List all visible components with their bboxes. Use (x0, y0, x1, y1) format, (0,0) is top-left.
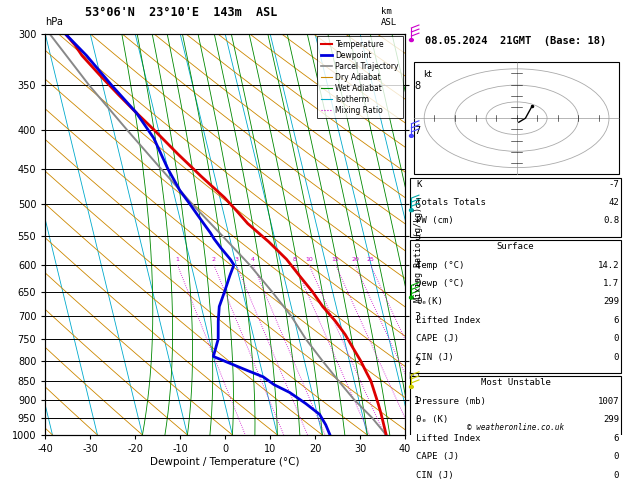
Text: θₑ(K): θₑ(K) (416, 297, 443, 307)
Text: 299: 299 (603, 297, 619, 307)
Bar (409, 377, 621, 486)
Text: 1: 1 (175, 258, 179, 262)
Text: kt: kt (423, 70, 431, 79)
Bar (409, 177, 621, 237)
Text: Temp (°C): Temp (°C) (416, 260, 465, 270)
Text: Totals Totals: Totals Totals (416, 198, 486, 207)
Text: Lifted Index: Lifted Index (416, 316, 481, 325)
Text: 8: 8 (293, 258, 297, 262)
Text: 25: 25 (367, 258, 374, 262)
Text: Lifted Index: Lifted Index (416, 434, 481, 443)
Text: 10: 10 (305, 258, 313, 262)
Text: θₑ (K): θₑ (K) (416, 416, 448, 424)
Text: CAPE (J): CAPE (J) (416, 452, 459, 461)
Text: © weatheronline.co.uk: © weatheronline.co.uk (467, 423, 564, 432)
Text: 08.05.2024  21GMT  (Base: 18): 08.05.2024 21GMT (Base: 18) (425, 36, 606, 46)
Text: Most Unstable: Most Unstable (481, 379, 550, 387)
Text: CIN (J): CIN (J) (416, 353, 454, 362)
Text: Pressure (mb): Pressure (mb) (416, 397, 486, 406)
Legend: Temperature, Dewpoint, Parcel Trajectory, Dry Adiabat, Wet Adiabat, Isotherm, Mi: Temperature, Dewpoint, Parcel Trajectory… (317, 36, 403, 119)
Bar (409, 240, 621, 373)
Text: km
ASL: km ASL (381, 7, 397, 27)
Text: K: K (416, 179, 421, 189)
Text: 53°06'N  23°10'E  143m  ASL: 53°06'N 23°10'E 143m ASL (85, 6, 277, 19)
Text: CIN (J): CIN (J) (416, 470, 454, 480)
Text: Dewp (°C): Dewp (°C) (416, 279, 465, 288)
Text: CAPE (J): CAPE (J) (416, 334, 459, 343)
Text: 299: 299 (603, 416, 619, 424)
Text: 1007: 1007 (598, 397, 619, 406)
Text: 3: 3 (235, 258, 238, 262)
Text: 6: 6 (614, 316, 619, 325)
Text: -7: -7 (608, 179, 619, 189)
Text: 42: 42 (608, 198, 619, 207)
X-axis label: Dewpoint / Temperature (°C): Dewpoint / Temperature (°C) (150, 457, 300, 467)
Text: 0: 0 (614, 452, 619, 461)
Text: 15: 15 (331, 258, 340, 262)
Text: 1.7: 1.7 (603, 279, 619, 288)
Text: 0: 0 (614, 470, 619, 480)
Text: Surface: Surface (497, 242, 534, 251)
Text: 2: 2 (212, 258, 216, 262)
Text: 0: 0 (614, 353, 619, 362)
Text: hPa: hPa (45, 17, 63, 27)
Text: 6: 6 (614, 434, 619, 443)
Text: PW (cm): PW (cm) (416, 216, 454, 226)
Text: 0.8: 0.8 (603, 216, 619, 226)
Bar (414, 62, 619, 174)
Text: 0: 0 (614, 334, 619, 343)
Text: 20: 20 (351, 258, 359, 262)
Text: 4: 4 (251, 258, 255, 262)
Text: 14.2: 14.2 (598, 260, 619, 270)
Text: Mixing Ratio (g/kg): Mixing Ratio (g/kg) (415, 207, 423, 302)
Text: LCL: LCL (409, 372, 423, 382)
